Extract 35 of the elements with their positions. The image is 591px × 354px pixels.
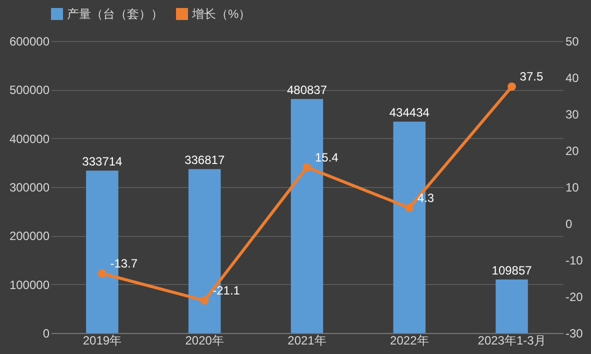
y2-tick-label: -10 — [566, 254, 584, 268]
y2-tick-label: 40 — [566, 71, 580, 85]
y-tick-label: 200000 — [9, 229, 50, 244]
point — [405, 204, 414, 212]
data-label: 434434 — [389, 106, 430, 120]
y-tick-label: 500000 — [9, 83, 50, 98]
y2-tick-label: 20 — [566, 144, 580, 158]
x-tick-label: 2020年 — [185, 334, 224, 348]
point — [508, 82, 516, 91]
y-tick-label: 100000 — [9, 278, 50, 292]
y2-tick-label: -20 — [566, 290, 584, 304]
x-tick-label: 2019年 — [82, 334, 122, 348]
data-label: 480837 — [286, 82, 328, 97]
y-tick-label: 400000 — [9, 132, 50, 146]
data-label: 109857 — [492, 264, 532, 278]
y-tick-label: 300000 — [9, 180, 50, 194]
data-label: 333714 — [82, 154, 123, 169]
y2-tick-label: 30 — [566, 108, 580, 122]
point — [98, 269, 106, 278]
point — [200, 296, 209, 305]
y-tick-label: 600000 — [9, 34, 50, 48]
y2-tick-label: -30 — [566, 326, 584, 340]
x-tick-label: 2021年 — [288, 334, 326, 348]
data-label: 336817 — [184, 153, 225, 168]
bar — [496, 280, 528, 333]
y2-tick-label: 50 — [566, 34, 580, 48]
point — [302, 163, 312, 172]
data-label: 37.5 — [520, 70, 544, 84]
x-tick-label: 2022年 — [390, 334, 429, 348]
y2-tick-label: 10 — [566, 180, 580, 194]
x-tick-label: 2023年1-3月 — [478, 334, 546, 348]
legend-label: 增长（%） — [191, 7, 251, 21]
y-tick-label: 0 — [42, 326, 50, 340]
y2-tick-label: 0 — [566, 217, 572, 231]
legend-label: 产量（台（套）） — [67, 7, 163, 21]
